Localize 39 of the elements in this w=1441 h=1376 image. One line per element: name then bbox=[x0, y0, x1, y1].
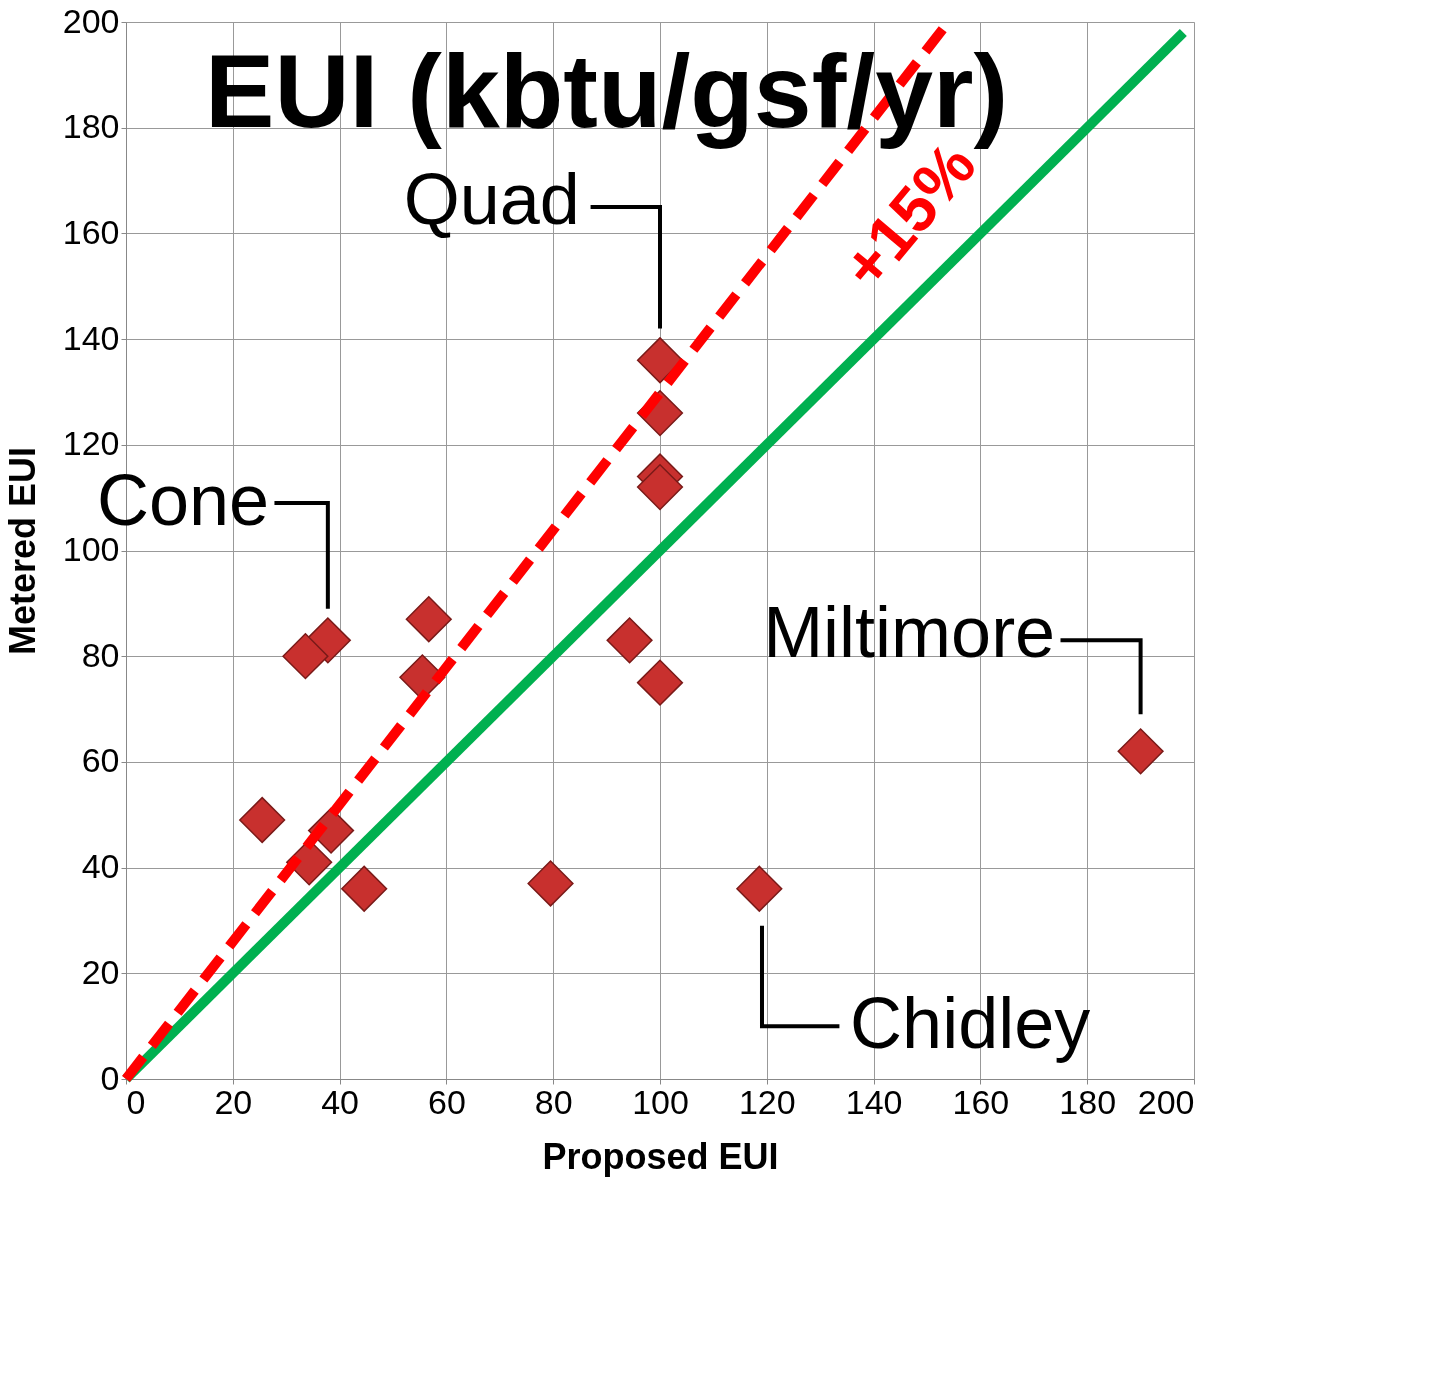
point bbox=[282, 633, 329, 680]
point bbox=[341, 865, 388, 912]
y-tick-label: 140 bbox=[62, 318, 120, 357]
x-tick-label: 60 bbox=[427, 1082, 466, 1121]
x-tick-label: 120 bbox=[738, 1082, 796, 1121]
y-tick-label: 160 bbox=[62, 212, 120, 251]
x-tick-label: 20 bbox=[214, 1082, 253, 1121]
point bbox=[239, 796, 286, 844]
point bbox=[527, 860, 574, 907]
y-tick-label: 180 bbox=[62, 107, 120, 146]
annotation: Miltimore bbox=[763, 592, 1056, 673]
point bbox=[606, 617, 653, 664]
y-tick-label: 100 bbox=[62, 530, 120, 568]
x-tick-label: 180 bbox=[1059, 1082, 1117, 1121]
y-tick-label: 80 bbox=[81, 635, 120, 674]
x-tick-label: 100 bbox=[632, 1082, 689, 1121]
x-tick-label: 160 bbox=[952, 1082, 1010, 1121]
y-tick-label: 40 bbox=[81, 847, 120, 886]
y-tick-label: 60 bbox=[81, 741, 120, 780]
annotation: Chidley bbox=[850, 983, 1091, 1064]
point bbox=[736, 865, 783, 912]
x-tick-label: 40 bbox=[321, 1082, 360, 1121]
point bbox=[636, 337, 684, 384]
y-tick-label: 20 bbox=[81, 952, 120, 991]
point bbox=[636, 463, 684, 511]
y-tick-label: 120 bbox=[62, 424, 120, 463]
point bbox=[405, 596, 452, 643]
x-tick-label: 200 bbox=[1137, 1082, 1195, 1121]
x-tick-label: 0 bbox=[126, 1082, 146, 1121]
x-tick-label: 140 bbox=[845, 1082, 903, 1121]
x-tick-label: 80 bbox=[534, 1082, 573, 1121]
y-tick-label: 200 bbox=[62, 1, 120, 40]
chart-title: EUI (kbtu/gsf/yr) bbox=[205, 32, 1009, 149]
point bbox=[1117, 728, 1164, 775]
y-axis-title: Metered EUI bbox=[1, 446, 43, 656]
annotation: Quad bbox=[403, 158, 580, 239]
point bbox=[636, 659, 684, 706]
y-tick-label: 0 bbox=[100, 1058, 120, 1097]
x-axis-title: Proposed EUI bbox=[542, 1135, 779, 1177]
